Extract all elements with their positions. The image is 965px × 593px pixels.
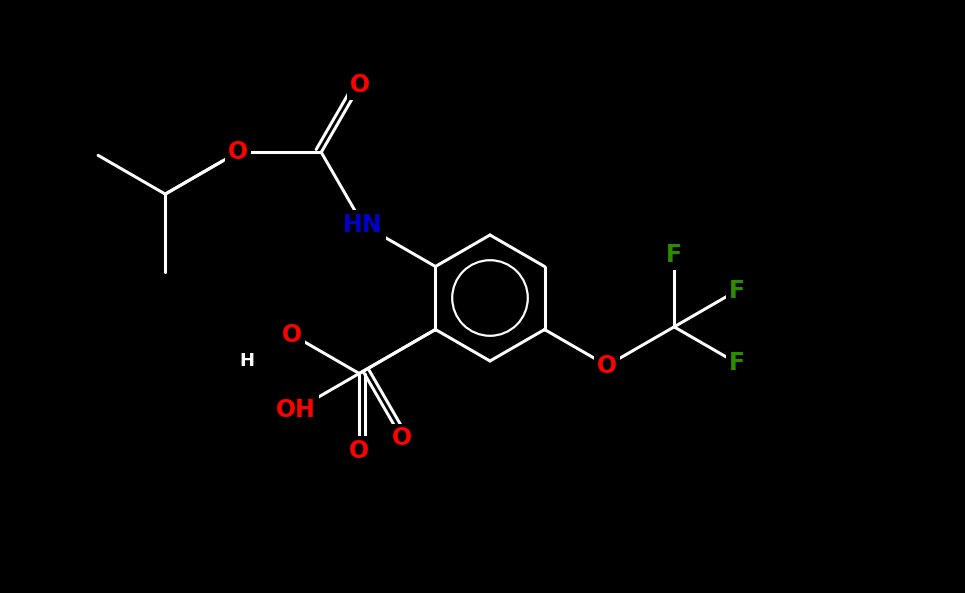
Text: HN: HN [344,213,383,237]
Text: O: O [282,323,302,347]
Text: O: O [228,141,248,164]
Text: O: O [350,73,370,97]
Text: O: O [597,353,617,378]
Text: F: F [729,279,745,303]
Text: F: F [729,351,745,375]
Text: O: O [392,426,412,450]
Text: O: O [349,439,370,463]
Text: F: F [666,243,682,267]
Text: H: H [239,352,254,370]
Text: OH: OH [276,398,316,422]
